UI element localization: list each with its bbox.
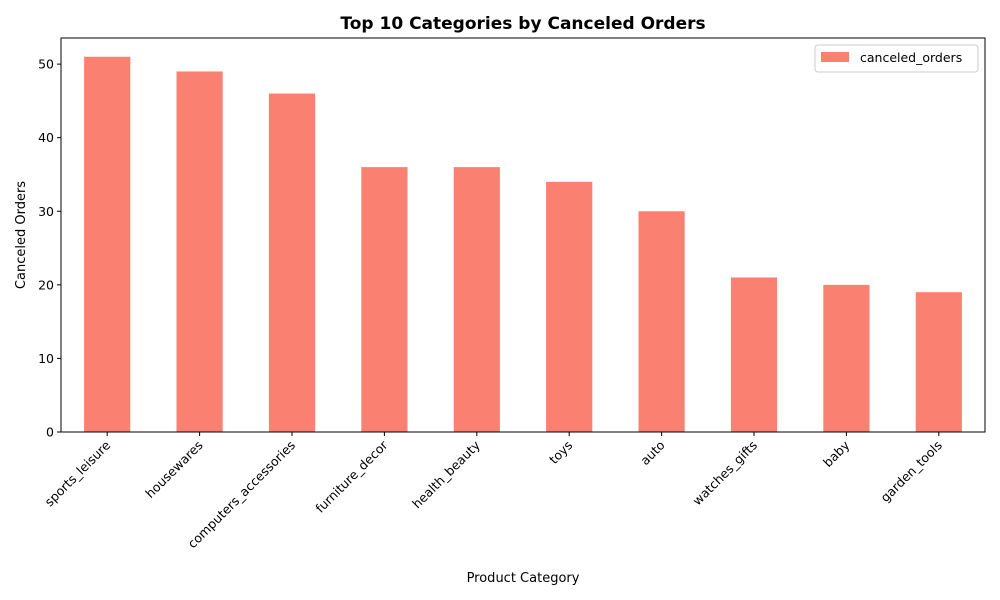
y-axis: 0 10 20 30 40 50	[38, 57, 61, 440]
chart-title: Top 10 Categories by Canceled Orders	[340, 14, 705, 34]
bar-baby	[823, 284, 870, 432]
x-tick-label: furniture_decor	[312, 437, 391, 516]
bar-toys	[546, 181, 593, 432]
y-tick-label: 0	[46, 425, 54, 440]
bar-furniture_decor	[361, 167, 408, 433]
bar-sports_leisure	[84, 56, 131, 433]
bar-health_beauty	[453, 167, 500, 433]
x-tick-label: baby	[820, 437, 853, 470]
x-tick-label: sports_leisure	[42, 437, 114, 509]
legend: canceled_orders	[814, 44, 979, 73]
x-tick-label: health_beauty	[409, 437, 483, 511]
bar-housewares	[176, 71, 223, 433]
x-tick-label: garden_tools	[877, 438, 945, 506]
plot-frame	[60, 37, 986, 433]
bars-group	[84, 56, 962, 433]
x-tick-label: computers_accessories	[185, 438, 299, 552]
y-tick-label: 20	[38, 277, 54, 292]
bar-computers_accessories	[268, 93, 316, 432]
bar-watches_gifts	[730, 277, 778, 432]
x-tick-label: toys	[546, 438, 575, 467]
bar-auto	[638, 211, 685, 432]
y-axis-label: Canceled Orders	[14, 181, 29, 289]
y-tick-label: 50	[38, 57, 54, 72]
y-tick-label: 10	[38, 351, 54, 366]
legend-label: canceled_orders	[860, 50, 962, 65]
legend-box	[814, 44, 979, 73]
y-tick-label: 30	[38, 204, 54, 219]
x-tick-label: housewares	[142, 438, 205, 501]
x-axis-label: Product Category	[467, 571, 580, 586]
bar-garden_tools	[915, 292, 962, 432]
x-tick-label: watches_gifts	[689, 438, 760, 509]
x-tick-label: auto	[637, 438, 668, 469]
x-axis: sports_leisure housewarescomputers_access…	[42, 432, 945, 551]
y-tick-label: 40	[38, 130, 54, 145]
legend-swatch	[821, 52, 849, 62]
